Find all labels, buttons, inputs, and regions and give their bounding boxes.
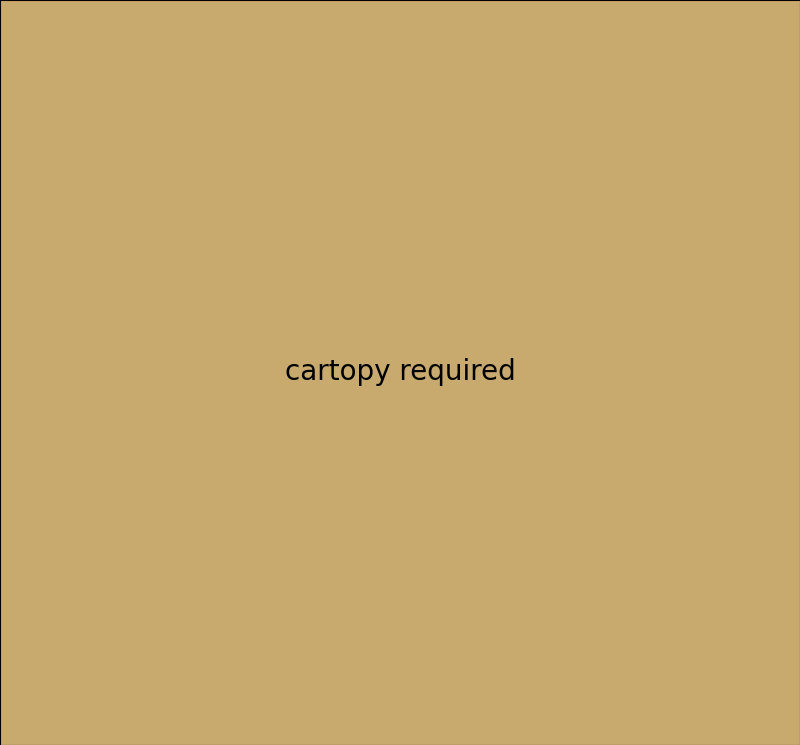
Text: cartopy required: cartopy required xyxy=(285,358,515,387)
